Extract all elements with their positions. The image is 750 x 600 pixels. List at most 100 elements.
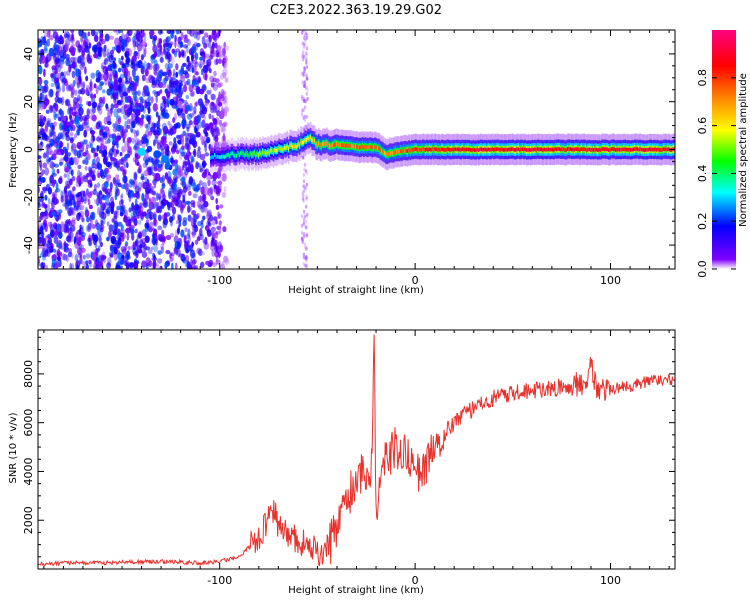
colorbar-label: Normalized spectral amplitude xyxy=(738,73,749,227)
spectrogram-noise-cell xyxy=(161,135,167,141)
spectrogram-noise-cell xyxy=(176,241,181,250)
spectrogram-carrier-cell xyxy=(304,138,306,143)
spectrogram-noise-cell xyxy=(125,47,130,55)
spectrogram-noise-cell xyxy=(65,99,69,106)
spectrogram-noise-cell xyxy=(114,252,118,261)
snr-x-axis-label: Height of straight line (km) xyxy=(288,585,424,596)
spectrogram-noise-cell xyxy=(51,124,55,132)
spectrogram-noise-cell xyxy=(167,69,172,78)
spectrogram-noise-cell xyxy=(55,198,60,205)
spectrogram-noise-cell xyxy=(149,212,155,220)
spectrogram-noise-cell xyxy=(38,77,43,85)
spectrogram-noise-cell xyxy=(127,30,133,37)
colorbar-tick-label: 0.8 xyxy=(696,69,709,87)
spectrogram-noise-cell xyxy=(180,177,186,183)
spectrogram-noise-cell xyxy=(302,198,305,203)
spectrogram-noise-cell xyxy=(146,145,153,153)
spectrogram-noise-cell xyxy=(82,152,87,157)
spectrogram-noise-cell xyxy=(57,64,62,73)
spectrogram-noise-cell xyxy=(305,51,308,56)
spectrogram-carrier-cell xyxy=(483,147,486,152)
spectrogram-carrier-cell xyxy=(562,147,565,152)
spectrogram-noise-cell xyxy=(215,131,221,136)
spectrogram-noise-cell xyxy=(52,31,59,39)
spectrogram-noise-cell xyxy=(172,68,176,77)
spectrogram-noise-cell xyxy=(303,234,306,239)
spectrogram-noise-cell xyxy=(199,63,202,70)
spectrogram-noise-cell xyxy=(170,32,175,39)
spectrogram-carrier-cell xyxy=(594,147,596,152)
spectrogram-carrier-cell xyxy=(354,144,357,149)
spectrogram-carrier-cell xyxy=(610,147,613,152)
spectrogram-noise-cell xyxy=(118,57,121,64)
spectrogram-noise-cell xyxy=(106,221,110,227)
spectrogram-noise-cell xyxy=(69,248,72,254)
spectrogram-carrier-cell xyxy=(538,147,540,152)
spectrogram-carrier-cell xyxy=(431,147,434,151)
spectrogram-noise-cell xyxy=(56,248,61,258)
spectrogram-noise-cell xyxy=(100,241,103,248)
spectrogram-carrier-cell xyxy=(597,148,599,152)
spectrogram-noise-cell xyxy=(44,98,50,106)
spectrogram-noise-cell xyxy=(41,134,48,141)
spectrogram-carrier-cell xyxy=(393,150,395,155)
spectrogram-noise-cell xyxy=(191,229,196,239)
colorbar-tick-label: 0.0 xyxy=(696,260,709,278)
spectrogram-noise-cell xyxy=(205,136,211,144)
spectrogram-carrier-cell xyxy=(293,144,295,149)
spectrogram-noise-cell xyxy=(60,221,65,226)
spectrogram-noise-cell xyxy=(94,152,99,157)
spectrogram-noise-cell xyxy=(184,262,190,268)
spectrogram-carrier-cell xyxy=(324,142,327,146)
spectrogram-noise-cell xyxy=(119,152,123,157)
spectrogram-noise-cell xyxy=(65,135,71,142)
spectrogram-noise-cell xyxy=(177,214,180,221)
spectrogram-noise-cell xyxy=(54,56,61,65)
spectrogram-noise-cell xyxy=(60,124,65,130)
spectrogram-carrier-cell xyxy=(278,146,280,150)
spectrogram-noise-cell xyxy=(79,227,84,236)
spectrogram-carrier-cell xyxy=(308,136,310,141)
spectrogram-carrier-cell xyxy=(251,153,253,157)
spectrogram-noise-cell xyxy=(53,149,58,156)
spectrogram-carrier-cell xyxy=(458,147,461,152)
spectrogram-noise-cell xyxy=(119,260,124,266)
spectrogram-noise-cell xyxy=(91,114,97,122)
spectrogram-noise-cell xyxy=(108,148,114,157)
spectrogram-noise-cell xyxy=(98,96,104,104)
spectrogram-noise-cell xyxy=(93,183,97,192)
spectrogram-carrier-cell xyxy=(566,147,569,151)
spectrogram-noise-cell xyxy=(200,186,205,195)
spectrogram-y-tick-label: 20 xyxy=(22,95,35,109)
spectrogram-carrier-cell xyxy=(382,150,384,154)
spectrogram-noise-cell xyxy=(49,105,53,114)
spectrogram-noise-cell xyxy=(40,190,44,200)
spectrogram-carrier-cell xyxy=(628,147,631,152)
spectrogram-noise-cell xyxy=(153,165,158,172)
spectrogram-noise-cell xyxy=(46,38,51,47)
spectrogram-noise-cell xyxy=(77,164,82,170)
spectrogram-noise-cell xyxy=(196,247,202,255)
spectrogram-noise-cell xyxy=(87,153,91,161)
spectrogram-noise-cell xyxy=(96,161,100,169)
spectrogram-noise-cell xyxy=(91,158,96,165)
spectrogram-noise-cell xyxy=(161,214,167,221)
spectrogram-noise-cell xyxy=(99,34,103,42)
spectrogram-noise-cell xyxy=(43,210,49,220)
spectrogram-noise-cell xyxy=(152,44,158,53)
spectrogram-heatmap xyxy=(38,30,675,269)
spectrogram-noise-cell xyxy=(206,175,211,181)
spectrogram-noise-cell xyxy=(157,70,163,78)
spectrogram-noise-cell xyxy=(85,225,90,232)
spectrogram-noise-cell xyxy=(60,131,65,140)
snr-y-tick-label: 4000 xyxy=(22,457,35,485)
spectrogram-noise-cell xyxy=(106,210,111,217)
spectrogram-carrier-cell xyxy=(463,147,465,152)
spectrogram-noise-cell xyxy=(215,197,218,205)
spectrogram-noise-cell xyxy=(303,185,307,190)
spectrogram-noise-cell xyxy=(128,207,132,213)
spectrogram-noise-cell xyxy=(201,53,206,62)
spectrogram-noise-cell xyxy=(101,208,105,215)
colorbar: 0.0 0.2 0.4 0.6 0.8 Normalized spectral ampl… xyxy=(696,30,749,278)
spectrogram-noise-cell xyxy=(70,63,76,69)
